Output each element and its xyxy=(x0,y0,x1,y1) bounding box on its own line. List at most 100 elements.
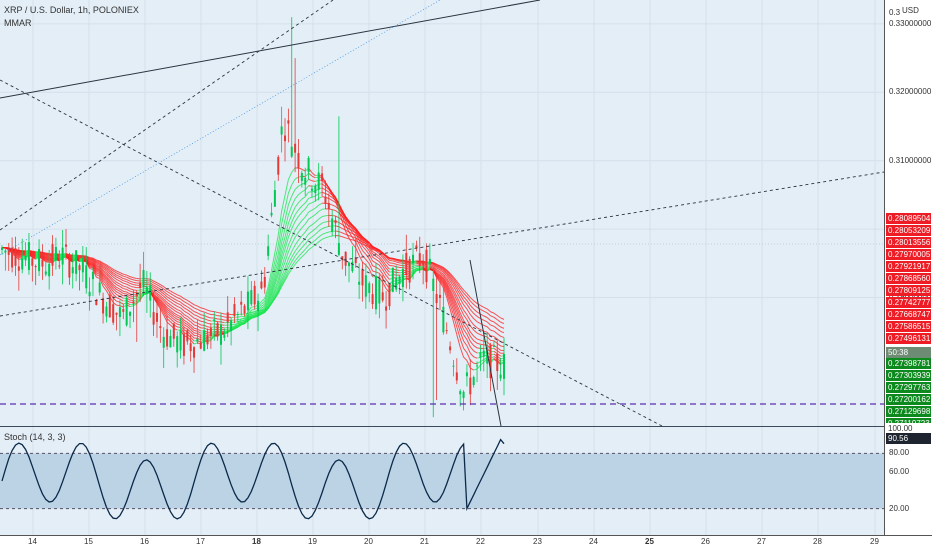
pane-separator[interactable] xyxy=(0,426,932,427)
price-tag-green: 0.27297763 xyxy=(886,382,931,393)
mmar-ribbon-segment xyxy=(117,301,120,302)
mmar-ribbon-segment xyxy=(484,316,487,318)
mmar-ribbon-segment xyxy=(477,343,480,344)
candle-body xyxy=(190,343,192,351)
mmar-ribbon-segment xyxy=(464,315,467,320)
date-tick: 14 xyxy=(28,537,37,546)
mmar-ribbon-segment xyxy=(501,331,504,332)
mmar-ribbon-segment xyxy=(487,337,490,340)
mmar-ribbon-segment xyxy=(312,215,315,217)
mmar-ribbon-segment xyxy=(325,232,328,233)
mmar-ribbon-segment xyxy=(221,313,224,314)
mmar-ribbon-segment xyxy=(167,294,170,296)
candle-body xyxy=(365,275,367,296)
mmar-ribbon-segment xyxy=(160,285,163,287)
mmar-ribbon-segment xyxy=(184,314,187,316)
mmar-ribbon-segment xyxy=(208,320,211,321)
mmar-ribbon-segment xyxy=(224,329,227,330)
stoch-legend[interactable]: Stoch (14, 3, 3) xyxy=(4,432,66,442)
mmar-ribbon-segment xyxy=(315,237,318,240)
candle-body xyxy=(321,173,323,180)
mmar-ribbon-segment xyxy=(130,279,133,280)
mmar-ribbon-segment xyxy=(302,203,305,206)
mmar-ribbon-segment xyxy=(396,264,399,265)
mmar-ribbon-segment xyxy=(298,212,301,216)
mmar-ribbon-segment xyxy=(96,275,99,276)
mmar-ribbon-segment xyxy=(292,215,295,222)
mmar-ribbon-segment xyxy=(177,312,180,313)
candle-body xyxy=(149,285,151,300)
mmar-ribbon-segment xyxy=(477,328,480,330)
mmar-ribbon-segment xyxy=(194,318,197,319)
mmar-ribbon-segment xyxy=(491,312,494,313)
mmar-ribbon-segment xyxy=(238,317,241,318)
mmar-ribbon-segment xyxy=(117,273,120,275)
mmar-ribbon-segment xyxy=(170,307,173,310)
mmar-ribbon-segment xyxy=(120,299,123,301)
candle-body xyxy=(476,365,478,366)
mmar-ribbon-segment xyxy=(130,291,133,292)
mmar-ribbon-segment xyxy=(474,351,477,353)
mmar-ribbon-segment xyxy=(194,328,197,329)
candle-body xyxy=(82,258,84,272)
mmar-ribbon-segment xyxy=(325,190,328,192)
price-tick: 0.31000000 xyxy=(889,156,931,165)
trend-lines[interactable] xyxy=(0,0,884,426)
mmar-ribbon-segment xyxy=(197,306,200,308)
countdown-tag: 50:38 xyxy=(886,347,931,358)
mmar-ribbon-segment xyxy=(319,209,322,211)
mmar-ribbon-segment xyxy=(470,326,473,330)
mmar-ribbon-segment xyxy=(376,256,379,258)
symbol-title[interactable]: XRP / U.S. Dollar, 1h, POLONIEX xyxy=(4,4,139,17)
price-tick-top: 0.3 xyxy=(889,8,900,17)
mmar-ribbon-segment xyxy=(120,289,123,291)
mmar-ribbon-segment xyxy=(120,281,123,283)
mmar-ribbon-segment xyxy=(474,313,477,316)
mmar-ribbon-segment xyxy=(336,231,339,232)
candle-body xyxy=(193,347,195,357)
mmar-ribbon-segment xyxy=(305,212,308,217)
mmar-ribbon-segment xyxy=(120,275,123,277)
candle-body xyxy=(345,252,347,266)
mmar-ribbon-segment xyxy=(336,216,339,218)
candle-body xyxy=(58,265,60,266)
candle-body xyxy=(368,283,370,293)
mmar-ribbon-segment xyxy=(184,302,187,304)
candle-body xyxy=(361,270,363,285)
price-tag-red: 0.27496131 xyxy=(886,333,931,344)
mmar-ribbon-segment xyxy=(298,206,301,210)
candle-body xyxy=(442,307,444,332)
mmar-ribbon-segment xyxy=(373,266,376,268)
mmar-ribbon-segment xyxy=(376,254,379,256)
mmar-ribbon-segment xyxy=(494,341,497,344)
mmar-ribbon-segment xyxy=(305,234,308,239)
mmar-ribbon-segment xyxy=(319,217,322,219)
mmar-ribbon-segment xyxy=(501,322,504,323)
date-tick: 29 xyxy=(870,537,879,546)
mmar-ribbon-segment xyxy=(214,312,217,313)
candle-body xyxy=(207,336,209,345)
mmar-ribbon-segment xyxy=(298,242,301,246)
mmar-ribbon-segment xyxy=(194,343,197,344)
mmar-ribbon-segment xyxy=(197,316,200,318)
candle-body xyxy=(281,126,283,134)
mmar-ribbon-segment xyxy=(123,279,126,280)
candle-body xyxy=(291,147,293,157)
candle-body xyxy=(405,253,407,275)
candle-body xyxy=(38,249,40,271)
mmar-ribbon-segment xyxy=(130,289,133,290)
indicator-label[interactable]: MMAR xyxy=(4,17,139,30)
candle-body xyxy=(230,320,232,331)
mmar-ribbon-segment xyxy=(322,184,325,187)
mmar-ribbon-segment xyxy=(470,360,473,363)
mmar-ribbon-segment xyxy=(373,261,376,263)
mmar-ribbon-segment xyxy=(127,287,130,289)
mmar-ribbon-segment xyxy=(117,289,120,291)
candle-body xyxy=(72,267,74,273)
mmar-ribbon-segment xyxy=(187,303,190,305)
candle-body xyxy=(75,250,77,274)
mmar-ribbon-segment xyxy=(197,319,200,321)
mmar-ribbon-segment xyxy=(302,249,305,252)
mmar-ribbon-segment xyxy=(302,209,305,212)
mmar-ribbon-segment xyxy=(305,173,308,176)
